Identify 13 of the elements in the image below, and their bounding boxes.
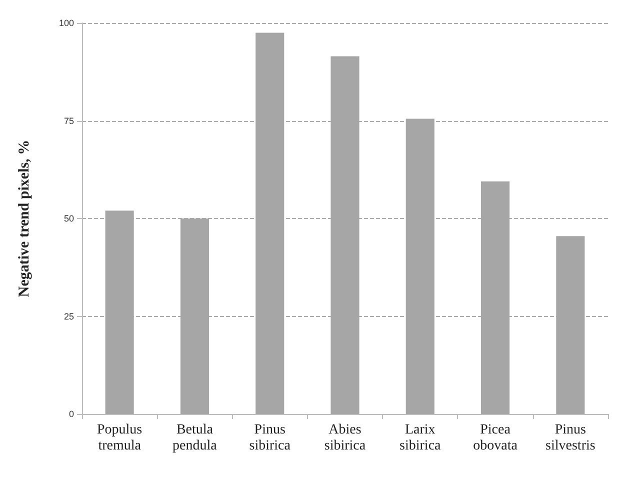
x-tick-label: Larix sibirica: [400, 422, 442, 454]
x-tick-label: Betula pendula: [172, 422, 218, 454]
y-axis-title: Negative trend pixels, %: [16, 140, 32, 298]
y-tick-label: 50: [64, 214, 74, 224]
y-tick-label: 75: [64, 116, 74, 126]
y-tick-label: 25: [64, 311, 74, 322]
y-tick-label: 100: [58, 18, 74, 28]
x-tick-label: Populus tremula: [97, 422, 142, 454]
x-tick-label: Pinus sibirica: [249, 422, 292, 454]
y-tick-label: 0: [68, 409, 74, 419]
x-tick-label: Abies sibirica: [324, 422, 366, 454]
x-tick-label: Pinus silvestris: [546, 422, 596, 454]
x-tick-label: Picea obovata: [473, 422, 518, 454]
